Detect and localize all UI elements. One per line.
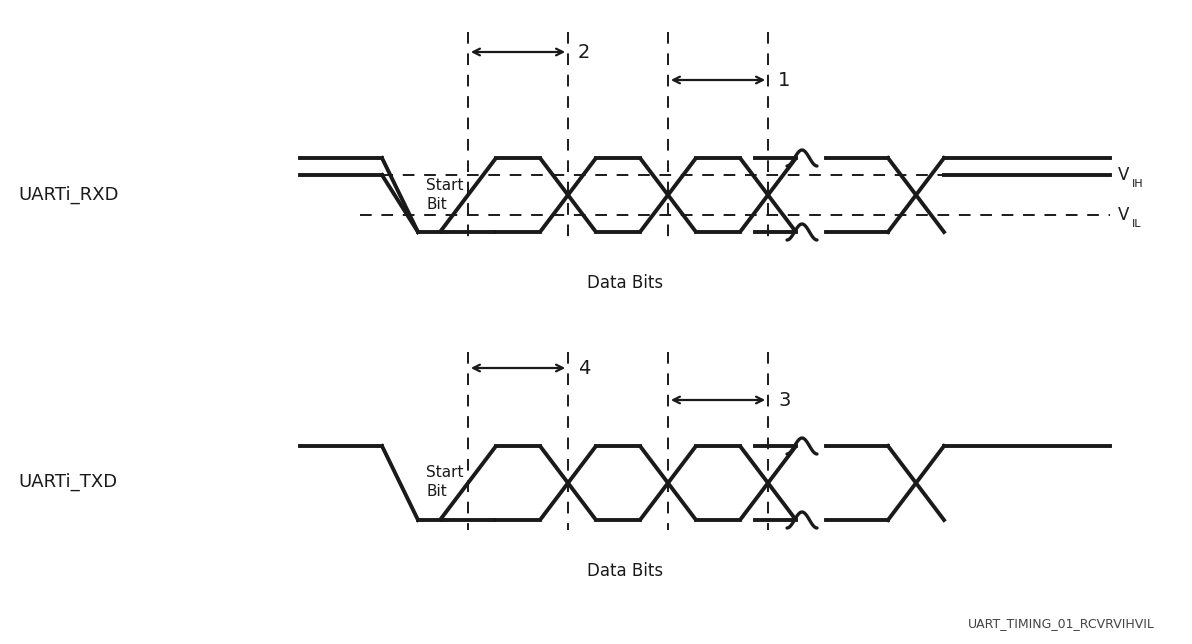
Text: Data Bits: Data Bits [588, 562, 664, 580]
Text: V: V [1118, 206, 1129, 224]
Text: 1: 1 [778, 70, 790, 90]
Text: Start
Bit: Start Bit [426, 465, 464, 499]
Text: IH: IH [1132, 179, 1143, 189]
Text: Data Bits: Data Bits [588, 274, 664, 292]
Text: V: V [1118, 166, 1129, 184]
Text: 3: 3 [778, 390, 790, 410]
Text: 2: 2 [578, 43, 590, 61]
Text: UART_TIMING_01_RCVRVIHVIL: UART_TIMING_01_RCVRVIHVIL [968, 617, 1155, 630]
Text: UARTi_TXD: UARTi_TXD [18, 473, 117, 491]
Text: IL: IL [1132, 219, 1142, 229]
Text: 4: 4 [578, 359, 590, 377]
Text: Start
Bit: Start Bit [426, 178, 464, 212]
Text: UARTi_RXD: UARTi_RXD [18, 186, 118, 204]
